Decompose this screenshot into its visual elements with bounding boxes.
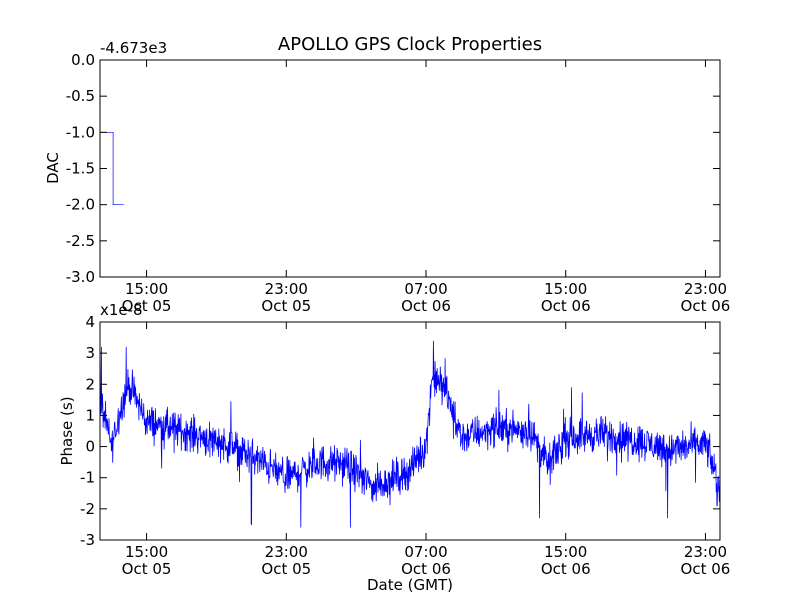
phase-offset-label: x1e-8 xyxy=(100,301,143,319)
x-tick-date: Oct 06 xyxy=(401,560,451,578)
y-tick-label: -1.0 xyxy=(66,123,95,141)
x-tick-time: 23:00 xyxy=(265,280,308,298)
dac-offset-label: -4.673e3 xyxy=(100,39,167,57)
x-tick-time: 15:00 xyxy=(125,543,168,561)
y-tick-label: -3.0 xyxy=(66,268,95,286)
y-tick-label: -2.0 xyxy=(66,196,95,214)
y-tick-label: -1.5 xyxy=(66,160,95,178)
x-tick-date: Oct 06 xyxy=(541,297,591,315)
x-tick-time: 07:00 xyxy=(404,543,447,561)
y-tick-label: -3 xyxy=(80,531,95,549)
y-tick-label: 4 xyxy=(85,313,95,331)
phase-line xyxy=(100,340,720,528)
dac-y-ticks: 0.0 -0.5 -1.0 -1.5 -2.0 -2.5 -3.0 xyxy=(66,51,720,286)
y-tick-label: 1 xyxy=(85,406,95,424)
y-tick-label: -0.5 xyxy=(66,87,95,105)
chart-title: APOLLO GPS Clock Properties xyxy=(278,34,542,55)
phase-y-axis-label: Phase (s) xyxy=(58,396,76,465)
x-tick-time: 23:00 xyxy=(684,280,727,298)
y-tick-label: 3 xyxy=(85,344,95,362)
phase-y-ticks: 4 3 2 1 0 -1 -2 -3 xyxy=(80,313,720,549)
y-tick-label: 0.0 xyxy=(71,51,95,69)
x-tick-time: 15:00 xyxy=(125,280,168,298)
x-tick-date: Oct 06 xyxy=(681,560,731,578)
x-tick-date: Oct 06 xyxy=(681,297,731,315)
x-tick-time: 23:00 xyxy=(265,543,308,561)
x-tick-time: 15:00 xyxy=(544,280,587,298)
phase-axes-frame xyxy=(99,321,721,541)
x-tick-date: Oct 06 xyxy=(401,297,451,315)
x-tick-date: Oct 05 xyxy=(122,297,172,315)
x-tick-date: Oct 05 xyxy=(122,560,172,578)
x-axis-label: Date (GMT) xyxy=(367,576,453,594)
x-tick-time: 07:00 xyxy=(404,280,447,298)
y-tick-label: 2 xyxy=(85,375,95,393)
y-tick-label: 0 xyxy=(85,438,95,456)
x-tick-time: 23:00 xyxy=(684,543,727,561)
x-tick-time: 15:00 xyxy=(544,543,587,561)
x-tick-date: Oct 05 xyxy=(261,297,311,315)
y-tick-label: -1 xyxy=(80,469,95,487)
x-tick-date: Oct 06 xyxy=(541,560,591,578)
x-tick-date: Oct 05 xyxy=(261,560,311,578)
phase-series xyxy=(100,340,720,528)
dac-y-axis-label: DAC xyxy=(44,152,62,184)
y-tick-label: -2 xyxy=(80,500,95,518)
y-tick-label: -2.5 xyxy=(66,232,95,250)
